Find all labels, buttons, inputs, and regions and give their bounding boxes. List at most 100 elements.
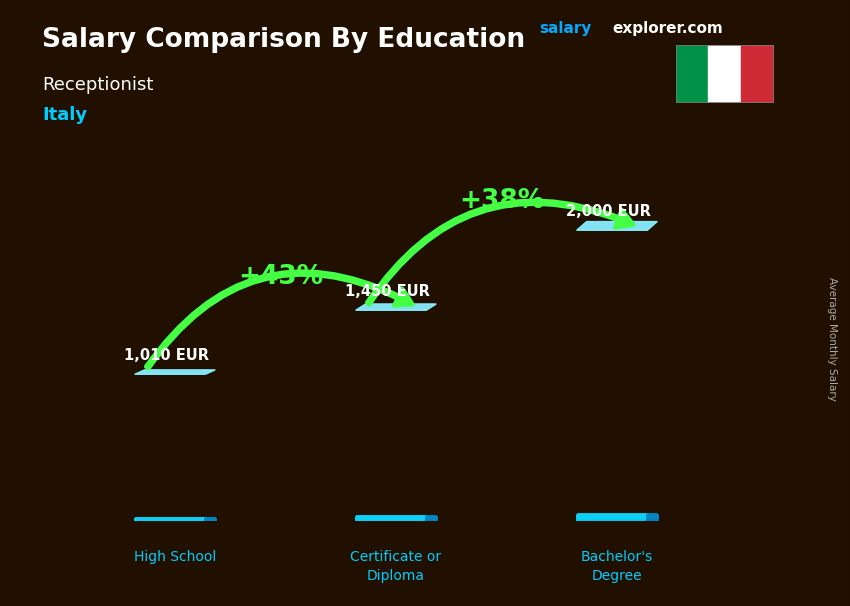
Bar: [576, 517, 648, 521]
Bar: [355, 518, 427, 521]
Bar: [648, 515, 657, 519]
Bar: [427, 516, 436, 519]
Bar: [427, 518, 436, 521]
Bar: [355, 518, 427, 521]
Bar: [427, 517, 436, 520]
Bar: [427, 516, 436, 519]
Bar: [355, 518, 427, 521]
Bar: [355, 518, 427, 521]
Bar: [134, 518, 206, 520]
Bar: [134, 519, 206, 521]
Bar: [648, 518, 657, 521]
Bar: [134, 518, 206, 519]
Bar: [134, 519, 206, 521]
Bar: [134, 518, 206, 520]
Bar: [648, 518, 657, 521]
Bar: [576, 514, 648, 518]
Bar: [427, 518, 436, 521]
Text: Salary Comparison By Education: Salary Comparison By Education: [42, 27, 525, 53]
Bar: [427, 517, 436, 520]
Bar: [427, 517, 436, 520]
Bar: [206, 519, 215, 521]
Bar: [427, 516, 436, 519]
Bar: [427, 518, 436, 521]
Bar: [206, 518, 215, 520]
Bar: [134, 518, 206, 520]
Bar: [648, 515, 657, 519]
Bar: [134, 518, 206, 519]
Bar: [134, 518, 206, 520]
Bar: [427, 518, 436, 520]
Bar: [134, 518, 206, 520]
Bar: [576, 516, 648, 520]
Bar: [427, 516, 436, 519]
Bar: [206, 518, 215, 520]
Bar: [427, 516, 436, 519]
Bar: [206, 519, 215, 521]
Bar: [648, 517, 657, 521]
Bar: [576, 516, 648, 519]
Bar: [206, 519, 215, 521]
Bar: [134, 519, 206, 521]
Bar: [355, 517, 427, 519]
Bar: [206, 519, 215, 521]
Bar: [427, 516, 436, 519]
Bar: [206, 519, 215, 521]
Bar: [206, 519, 215, 521]
Bar: [206, 518, 215, 519]
Bar: [648, 516, 657, 520]
Bar: [134, 518, 206, 520]
Bar: [134, 519, 206, 521]
Bar: [427, 516, 436, 519]
Bar: [206, 518, 215, 519]
Bar: [648, 515, 657, 519]
Bar: [576, 516, 648, 520]
Bar: [134, 519, 206, 521]
Bar: [355, 516, 427, 519]
Bar: [576, 517, 648, 521]
Bar: [576, 514, 648, 518]
Text: High School: High School: [133, 550, 216, 564]
Bar: [648, 518, 657, 521]
Bar: [206, 519, 215, 521]
Bar: [355, 516, 427, 519]
Bar: [134, 519, 206, 521]
Bar: [355, 519, 427, 521]
Bar: [576, 517, 648, 521]
Bar: [355, 517, 427, 519]
Bar: [355, 519, 427, 521]
Bar: [355, 518, 427, 521]
Bar: [427, 516, 436, 519]
Bar: [134, 518, 206, 519]
Bar: [134, 519, 206, 521]
Text: explorer.com: explorer.com: [612, 21, 722, 36]
Bar: [206, 518, 215, 519]
Bar: [648, 516, 657, 519]
Bar: [648, 516, 657, 520]
Bar: [355, 518, 427, 521]
Bar: [355, 517, 427, 519]
Bar: [576, 515, 648, 519]
Bar: [206, 519, 215, 521]
Bar: [206, 518, 215, 520]
Bar: [648, 518, 657, 521]
Bar: [576, 516, 648, 520]
Bar: [648, 517, 657, 521]
Bar: [576, 518, 648, 521]
Bar: [648, 516, 657, 520]
Bar: [206, 518, 215, 520]
Bar: [576, 515, 648, 519]
Bar: [206, 518, 215, 520]
Bar: [576, 516, 648, 519]
Bar: [427, 517, 436, 519]
Bar: [576, 515, 648, 519]
Bar: [355, 516, 427, 519]
Bar: [427, 518, 436, 521]
Bar: [206, 519, 215, 521]
Bar: [355, 517, 427, 519]
Bar: [206, 518, 215, 520]
Bar: [134, 518, 206, 520]
Bar: [576, 516, 648, 520]
Bar: [355, 518, 427, 520]
Bar: [648, 516, 657, 519]
